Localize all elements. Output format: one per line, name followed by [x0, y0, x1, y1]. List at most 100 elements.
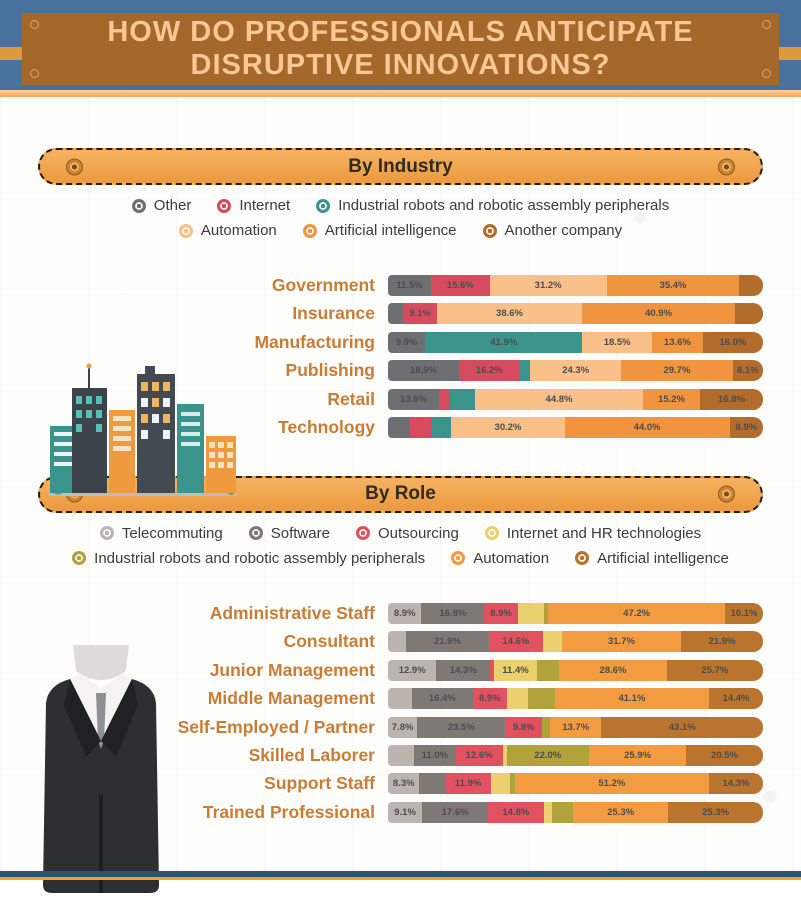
legend-label: Software [270, 524, 330, 542]
row-label: Administrative Staff [209, 602, 375, 623]
segment-value: 43.1% [668, 721, 696, 733]
bar-segment: 13.7% [550, 716, 602, 738]
bar-segment: 41.9% [425, 331, 583, 353]
row-label: Self-Employed / Partner [177, 716, 375, 737]
legend-dot-icon [72, 551, 87, 566]
chart-row: Insurance 9.1% 38.6% 40.9% [0, 303, 801, 325]
segment-value: 11.9% [454, 778, 482, 790]
stacked-bar: 18.9% 16.2% 24.3% 29.7% 8.1% [388, 360, 763, 382]
segment-value: 14.3% [722, 778, 750, 790]
row-label: Skilled Laborer [248, 744, 375, 765]
segment-value: 8.9% [735, 421, 758, 433]
chart-row: Administrative Staff 8.9% 16.8% 8.9% 47.2% 10… [0, 602, 801, 624]
header-banner: HOW DO PROFESSIONALS ANTICIPATE DISRUPTI… [0, 0, 801, 90]
rivet-icon [30, 20, 39, 29]
bar-segment: 11.5% [388, 275, 432, 296]
row-label: Manufacturing [254, 331, 375, 352]
chart-row: Skilled Laborer 11.0% 12.6% 22.0% 25.9% 20.5% [0, 744, 801, 766]
segment-value: 15.2% [658, 393, 685, 405]
bar-segment: 11.0% [414, 744, 456, 766]
legend-dot-icon [302, 223, 317, 238]
bar-segment: 9.1% [388, 801, 423, 823]
chart-row: Retail 13.6% 44.8% 15.2% 16.8% [0, 388, 801, 410]
rivet-icon [718, 158, 735, 175]
segment-value: 8.9% [393, 607, 416, 619]
segment-value: 16.2% [475, 365, 503, 377]
stacked-bar: 9.9% 41.9% 18.5% 13.6% 16.0% [388, 331, 763, 353]
legend-item: Industrial robots and robotic assembly p… [72, 550, 425, 567]
bar-segment: 8.9% [473, 688, 507, 710]
legend-label: Internet and HR technologies [506, 524, 702, 542]
legend-dot-icon [575, 551, 590, 566]
rivet-icon [66, 485, 83, 503]
bar-segment: 16.8% [421, 602, 485, 624]
bar-segment: 14.3% [708, 773, 763, 795]
bar-segment: 13.6% [651, 331, 703, 353]
industry-legend: Other Internet Industrial robots and robot… [0, 197, 801, 239]
chart-row: Junior Management 12.9% 14.3% 11.4% 28.6% 25.… [0, 659, 801, 681]
chart-row: Self-Employed / Partner 7.8% 23.5% 9.8% 13.7… [0, 716, 801, 738]
bar-segment: 44.8% [475, 388, 643, 410]
rivet-icon [718, 485, 735, 503]
legend-item: Software [248, 524, 330, 542]
bar-segment [536, 659, 560, 681]
bar-segment: 51.2% [514, 773, 709, 795]
legend-label: Telecommuting [121, 524, 223, 542]
bar-segment: 31.7% [562, 631, 681, 653]
chart-row: Middle Management 16.4% 8.9% 41.1% 14.4% [0, 688, 801, 710]
bar-segment: 16.0% [702, 331, 763, 353]
segment-value: 13.6% [663, 336, 691, 348]
bar-segment: 47.2% [548, 602, 726, 624]
bar-segment: 8.3% [388, 773, 420, 795]
bar-segment [552, 801, 574, 823]
segment-value: 38.6% [496, 308, 523, 320]
legend-dot-icon [131, 198, 146, 213]
bar-segment: 25.7% [666, 659, 763, 681]
industry-banner-title: By Industry [348, 155, 453, 177]
segment-value: 25.3% [702, 806, 730, 818]
bar-segment: 25.9% [589, 744, 687, 766]
bar-segment [517, 602, 544, 624]
bar-segment [542, 716, 550, 738]
legend-dot-icon [451, 551, 466, 566]
legend-item: Automation [178, 222, 277, 239]
bar-segment: 15.6% [431, 275, 490, 296]
legend-label: Industrial robots and robotic assembly p… [338, 197, 670, 214]
role-banner: By Role [38, 475, 763, 513]
stacked-bar: 13.6% 44.8% 15.2% 16.8% [388, 388, 763, 410]
legend-dot-icon [217, 198, 232, 213]
industry-banner: By Industry [38, 148, 763, 185]
bar-segment: 17.6% [422, 801, 489, 823]
legend-label: Another company [504, 222, 623, 239]
chart-row: Publishing 18.9% 16.2% 24.3% 29.7% 8.1% [0, 360, 801, 382]
stacked-bar: 9.1% 38.6% 40.9% [388, 303, 763, 325]
segment-value: 14.3% [449, 664, 477, 676]
bar-segment: 31.2% [489, 275, 607, 296]
bar-segment [502, 744, 507, 766]
segment-value: 16.0% [719, 336, 747, 348]
segment-value: 7.8% [391, 721, 414, 733]
segment-value: 12.9% [398, 664, 426, 676]
row-label: Support Staff [264, 773, 375, 794]
bar-segment: 23.5% [417, 716, 506, 738]
segment-value: 28.6% [599, 664, 627, 676]
title-plate: HOW DO PROFESSIONALS ANTICIPATE DISRUPTI… [22, 13, 779, 85]
rivet-icon [762, 69, 771, 78]
segment-value: 35.4% [659, 280, 687, 291]
bar-segment: 41.1% [554, 688, 709, 710]
segment-value: 11.0% [421, 749, 449, 761]
stacked-bar: 21.9% 14.6% 31.7% 21.9% [388, 631, 763, 653]
legend-dot-icon [248, 526, 263, 541]
row-label: Retail [327, 388, 375, 409]
footer-orange-stripe [0, 877, 801, 880]
stacked-bar: 8.3% 11.9% 51.2% 14.3% [388, 773, 763, 795]
bar-segment: 40.9% [581, 303, 736, 325]
bar-segment: 9.9% [388, 331, 426, 353]
role-legend: Telecommuting Software Outsourcing Internet… [0, 525, 801, 567]
row-label: Government [271, 275, 375, 295]
segment-value: 29.7% [663, 365, 691, 377]
segment-value: 8.1% [736, 365, 759, 377]
bar-segment: 20.5% [686, 744, 763, 766]
segment-value: 15.6% [446, 280, 474, 291]
stacked-bar: 11.0% 12.6% 22.0% 25.9% 20.5% [388, 744, 763, 766]
